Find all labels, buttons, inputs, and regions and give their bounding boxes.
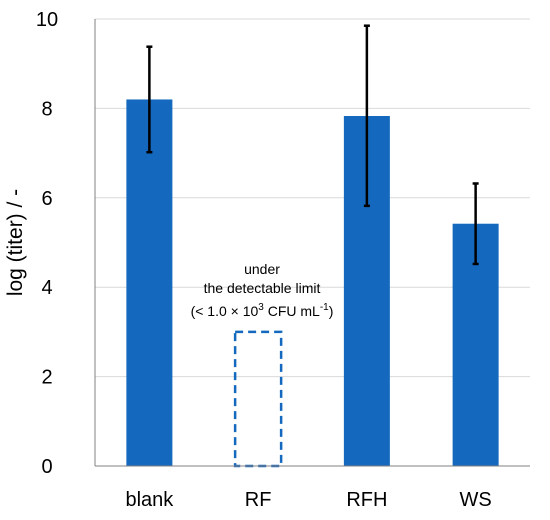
y-tick-label: 8 — [41, 98, 52, 120]
axes — [94, 19, 530, 467]
placeholder-bar-rf — [233, 330, 283, 468]
bars — [126, 99, 499, 468]
x-tick-label: RF — [245, 489, 272, 511]
bar-blank — [126, 99, 173, 467]
annotation-line-1: under — [244, 261, 280, 277]
annotation-line-2: the detectable limit — [204, 280, 321, 296]
y-axis-label: log (titer) / - — [4, 189, 27, 296]
y-tick-label: 0 — [41, 456, 52, 478]
y-tick-label: 4 — [41, 277, 52, 299]
x-tick-label: RFH — [346, 489, 387, 511]
y-tick-label: 2 — [41, 367, 52, 389]
annotation-line-3: (< 1.0 × 103 CFU mL-1) — [191, 302, 334, 319]
error-bars — [146, 24, 479, 266]
y-tick-label: 10 — [36, 9, 58, 31]
annotation-line-3-suffix: ) — [329, 303, 334, 319]
annotation-line-3-mid: CFU mL — [264, 303, 320, 319]
x-tick-label: blank — [125, 489, 174, 511]
x-tick-labels: blank RF RFH WS — [125, 489, 491, 511]
annotation-exponent: 3 — [258, 302, 264, 313]
annotation-line-3-prefix: (< 1.0 × 10 — [191, 303, 259, 319]
detection-limit-annotation: under the detectable limit (< 1.0 × 103 … — [191, 261, 334, 319]
y-tick-label: 6 — [41, 188, 52, 210]
y-tick-labels: 0 2 4 6 8 10 — [36, 9, 58, 478]
x-tick-label: WS — [460, 489, 492, 511]
annotation-exponent-2: -1 — [320, 302, 329, 313]
